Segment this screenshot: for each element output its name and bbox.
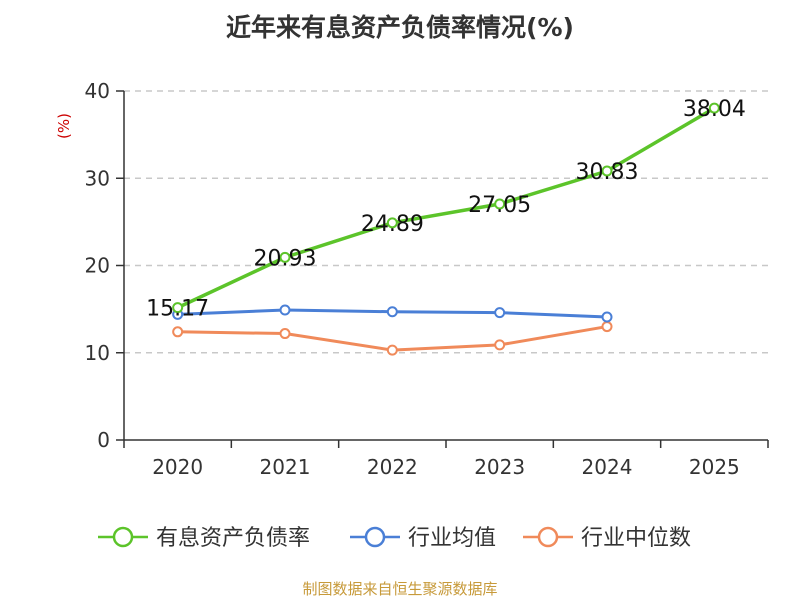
data-point[interactable] [279,304,291,316]
legend: 有息资产负债率 行业均值 行业中位数 [98,526,691,551]
data-point[interactable] [172,302,184,314]
data-point[interactable] [386,217,398,229]
y-tick-label: 20 [85,254,110,278]
y-tick-label: 0 [97,428,110,452]
y-tick-label: 10 [85,341,110,365]
data-point[interactable] [279,328,291,340]
data-label: 24.89 [361,212,424,237]
data-label: 30.83 [576,160,639,185]
legend-label[interactable]: 有息资产负债率 [156,526,310,551]
x-tick-label: 2025 [689,455,740,479]
legend-label[interactable]: 行业中位数 [581,526,691,551]
series-points [172,102,720,356]
series-lines [176,106,716,352]
data-labels: 15.17 20.93 24.89 27.05 30.83 38.04 [146,97,746,322]
data-point[interactable] [601,165,613,177]
data-point[interactable] [494,198,506,210]
x-tick-label: 2023 [474,455,525,479]
legend-marker[interactable] [537,526,559,548]
data-point[interactable] [494,307,506,319]
data-point[interactable] [708,102,720,114]
data-point[interactable] [601,321,613,333]
x-tick-label: 2024 [582,455,633,479]
gridlines [124,90,768,354]
series-line-0 [176,106,716,310]
chart-title: 近年来有息资产负债率情况(%) [226,13,574,42]
legend-marker[interactable] [364,526,386,548]
data-label: 38.04 [683,97,746,122]
y-axis-label: (%) [55,113,73,139]
data-label: 20.93 [254,246,317,271]
x-tick-label: 2020 [152,455,203,479]
data-label: 15.17 [146,297,209,322]
x-axis-ticks: 2020 2021 2022 2023 2024 2025 [123,440,769,479]
data-label: 27.05 [468,193,531,218]
legend-label[interactable]: 行业均值 [408,526,496,551]
y-tick-label: 30 [85,166,110,190]
y-axis-ticks: 0 10 20 30 40 [85,79,124,452]
x-tick-label: 2021 [260,455,311,479]
data-point[interactable] [494,339,506,351]
x-tick-label: 2022 [367,455,418,479]
y-tick-label: 40 [85,79,110,103]
data-point[interactable] [601,311,613,323]
data-point[interactable] [386,344,398,356]
data-point[interactable] [279,251,291,263]
data-point[interactable] [386,306,398,318]
source-note: 制图数据来自恒生聚源数据库 [302,580,498,598]
legend-marker[interactable] [112,526,134,548]
data-point[interactable] [172,326,184,338]
